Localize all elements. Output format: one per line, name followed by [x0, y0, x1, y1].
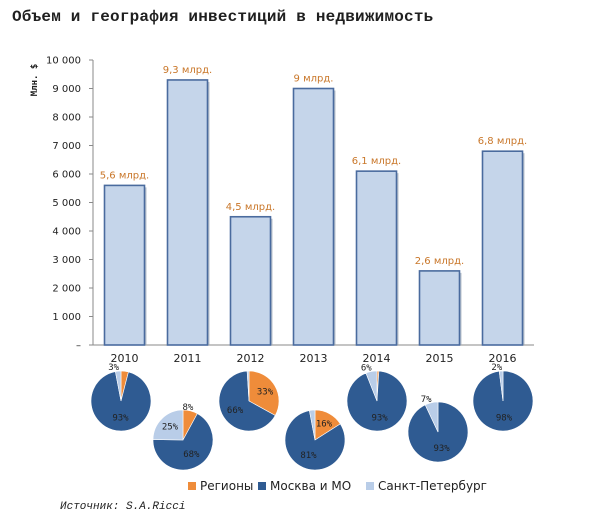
pie-slice-label: 16% — [316, 420, 333, 430]
bar — [418, 270, 461, 346]
x-tick-label: 2014 — [363, 352, 391, 365]
legend-swatch — [258, 482, 266, 490]
pie-slice-moscow — [90, 371, 152, 432]
pie-slice-label: 3% — [108, 363, 119, 373]
y-tick-label: 6 000 — [52, 170, 81, 181]
bar-data-label: 6,8 млрд. — [478, 136, 527, 147]
pie-slice-spb — [152, 409, 184, 441]
pie-slice-label: 93% — [371, 413, 388, 423]
y-tick-label: – — [76, 341, 81, 352]
pie-slice-label: 2% — [491, 363, 502, 373]
pie-slice-label: 66% — [227, 406, 244, 416]
pie-slice-spb — [424, 401, 439, 433]
pie-slice-label: 33% — [257, 388, 274, 398]
pie-slice-spb — [365, 370, 378, 402]
x-tick-label: 2011 — [174, 352, 202, 365]
bar — [229, 215, 272, 346]
x-tick-label: 2010 — [111, 352, 139, 365]
y-tick-label: 3 000 — [52, 255, 81, 266]
bar-data-label: 6,1 млрд. — [352, 156, 401, 167]
y-axis-label: Млн. $ — [30, 64, 40, 97]
pie-slice-label: 6% — [361, 364, 372, 374]
pie-slice-spb — [115, 370, 122, 402]
y-tick-label: 4 000 — [52, 227, 81, 238]
bar — [292, 87, 335, 346]
bar-data-label: 5,6 млрд. — [100, 170, 149, 181]
x-tick-label: 2012 — [237, 352, 265, 365]
y-tick-label: 1 000 — [52, 312, 81, 323]
bar-data-label: 2,6 млрд. — [415, 256, 464, 267]
pie-slice-label: 98% — [496, 413, 513, 423]
bar — [103, 184, 146, 346]
bar — [481, 150, 524, 346]
bar-data-label: 9,3 млрд. — [163, 65, 212, 76]
bar-data-label: 4,5 млрд. — [226, 202, 275, 213]
y-tick-label: 10 000 — [46, 56, 81, 67]
pie-slice-spb — [309, 409, 316, 441]
pie-slice-label: 93% — [433, 444, 450, 454]
pie-slice-label: 68% — [183, 450, 200, 460]
y-tick-label: 8 000 — [52, 113, 81, 124]
bar-data-label: 9 млрд. — [294, 74, 334, 85]
pie-slice-moscow — [218, 370, 276, 432]
source-note: Источник: S.A.Ricci — [60, 501, 186, 513]
chart-title: Объем и география инвестиций в недвижимо… — [12, 8, 434, 26]
x-tick-label: 2016 — [489, 352, 517, 365]
y-tick-label: 9 000 — [52, 84, 81, 95]
legend-swatch — [366, 482, 374, 490]
pie-slice-label: 93% — [112, 413, 129, 423]
pie-slice-label: 25% — [162, 423, 179, 433]
pie-slice-regions — [248, 370, 280, 416]
pie-slice-moscow — [152, 413, 214, 471]
y-tick-label: 5 000 — [52, 198, 81, 209]
y-tick-label: 2 000 — [52, 284, 81, 295]
x-tick-label: 2015 — [426, 352, 454, 365]
legend-label: Регионы — [200, 479, 253, 493]
pie-slice-label: 81% — [300, 451, 317, 461]
pie-slice-spb — [246, 370, 250, 402]
pie-slice-label: 7% — [421, 395, 432, 405]
bar — [166, 79, 209, 346]
x-tick-label: 2013 — [300, 352, 328, 365]
pie-slice-moscow — [284, 410, 346, 471]
pie-slice-label: 8% — [182, 403, 193, 413]
pie-slice-spb — [498, 370, 504, 402]
bar — [355, 170, 398, 346]
legend-swatch — [188, 482, 196, 490]
legend-label: Москва и МО — [270, 479, 351, 493]
legend-label: Санкт-Петербург — [378, 479, 487, 493]
y-tick-label: 7 000 — [52, 141, 81, 152]
